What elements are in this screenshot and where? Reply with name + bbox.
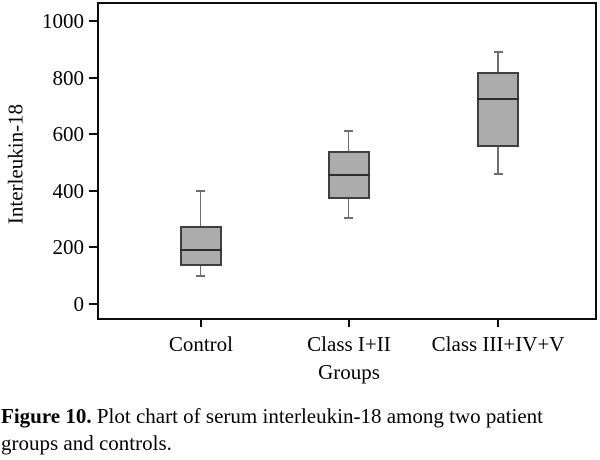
whisker-cap-high-control xyxy=(196,189,206,192)
y-axis-tick xyxy=(89,189,97,192)
whisker-lower-control xyxy=(199,265,202,276)
y-axis-tick xyxy=(89,76,97,79)
y-axis-title: Interleukin-18 xyxy=(3,103,28,225)
x-axis-tick xyxy=(497,320,500,327)
x-tick-label-control: Control xyxy=(168,332,233,356)
x-tick-label-class-i-ii: Class I+II xyxy=(307,332,391,356)
y-tick-label: 800 xyxy=(52,65,85,90)
y-axis-tick xyxy=(89,246,97,249)
y-tick-label: 400 xyxy=(52,178,85,203)
plot-frame xyxy=(97,2,597,320)
whisker-lower-class-i-ii xyxy=(347,199,350,218)
x-tick-label-class-iii-iv-v: Class III+IV+V xyxy=(431,332,565,356)
y-axis-tick xyxy=(89,302,97,305)
median-line-class-iii-iv-v xyxy=(477,97,520,100)
y-axis-tick xyxy=(89,133,97,136)
whisker-cap-high-class-i-ii xyxy=(344,130,354,133)
whisker-cap-low-class-i-ii xyxy=(344,216,354,219)
figure-caption: Figure 10. Plot chart of serum interleuk… xyxy=(0,398,599,457)
whisker-upper-class-iii-iv-v xyxy=(497,52,499,72)
y-tick-label: 0 xyxy=(73,291,85,316)
figure-caption-text: Plot chart of serum interleukin-18 among… xyxy=(1,404,544,455)
median-line-class-i-ii xyxy=(327,174,370,177)
figure-caption-label: Figure 10. xyxy=(1,404,92,428)
y-tick-label: 1000 xyxy=(42,8,84,33)
x-axis-title: Groups xyxy=(318,360,380,384)
whisker-upper-control xyxy=(199,190,202,227)
y-tick-label: 200 xyxy=(52,235,85,260)
median-line-control xyxy=(179,249,222,252)
x-axis-tick xyxy=(199,320,202,327)
whisker-upper-class-i-ii xyxy=(347,131,350,152)
box-control xyxy=(179,226,222,266)
whisker-cap-low-class-iii-iv-v xyxy=(493,172,503,175)
y-axis-tick xyxy=(89,19,97,22)
box-class-iii-iv-v xyxy=(477,71,520,147)
whisker-cap-low-control xyxy=(196,274,206,277)
x-axis-tick xyxy=(347,320,350,327)
whisker-lower-class-iii-iv-v xyxy=(497,146,499,174)
boxplot-chart: Interleukin-18 Groups 0 200 400 600 800 1000 C… xyxy=(3,2,597,384)
whisker-cap-high-class-iii-iv-v xyxy=(493,51,503,54)
y-tick-label: 600 xyxy=(52,122,85,147)
